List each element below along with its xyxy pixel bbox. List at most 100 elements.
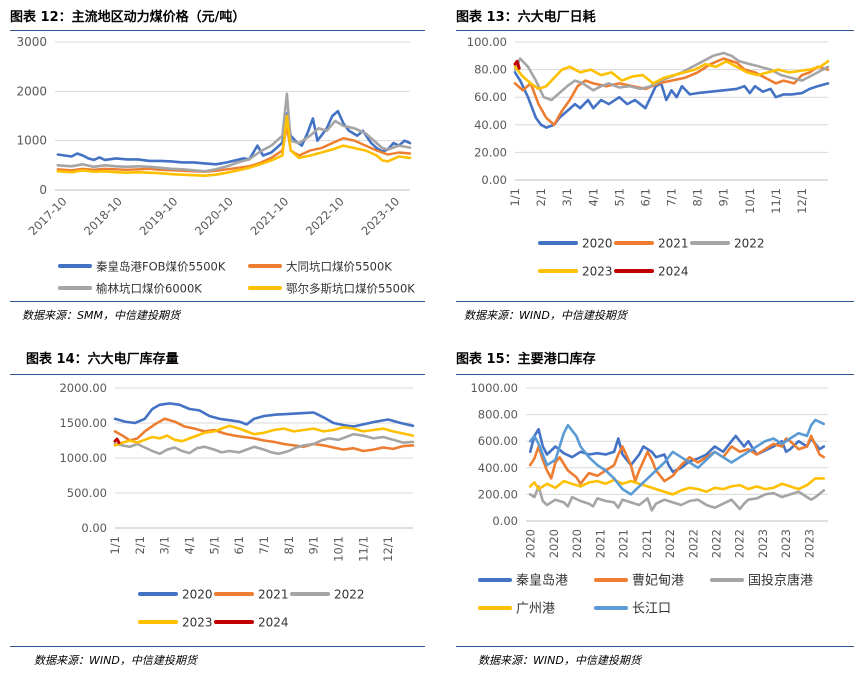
x-tick-label: 6/1 xyxy=(232,536,246,555)
legend-label: 广州港 xyxy=(516,602,555,617)
legend-label: 榆林坑口煤价6000K xyxy=(96,282,202,296)
series-line xyxy=(513,59,521,70)
y-tick-label: 0.00 xyxy=(481,173,507,187)
y-tick-label: 2000 xyxy=(16,84,47,98)
legend-label: 2024 xyxy=(658,265,689,279)
legend-label: 2023 xyxy=(182,616,213,630)
y-tick-label: 200.00 xyxy=(478,487,518,501)
y-tick-label: 80.00 xyxy=(474,63,507,77)
x-tick-label: 2022 xyxy=(733,529,747,558)
chart-daily-consumption: 0.00 20.00 40.00 60.00 80.00 100.00 1/1 2/1 3/1 4… xyxy=(467,35,830,279)
chart-title: 图表 12：主流地区动力煤价格（元/吨） xyxy=(10,10,246,25)
y-tick-label: 60.00 xyxy=(474,90,507,104)
legend-label: 大同坑口煤价5500K xyxy=(286,260,392,274)
legend-label: 长江口 xyxy=(632,602,671,617)
source-rule xyxy=(456,646,854,647)
x-tick-label: 2018-10 xyxy=(81,194,125,238)
x-tick-label: 2/1 xyxy=(133,536,147,555)
series-line xyxy=(113,437,121,445)
x-tick-label: 2023-10 xyxy=(358,194,402,238)
series-line xyxy=(513,60,830,91)
y-tick-label: 1000.00 xyxy=(470,381,518,395)
legend-label: 2023 xyxy=(582,265,613,279)
series-line xyxy=(56,124,412,173)
y-tick-label: 2000.00 xyxy=(59,381,107,395)
legend-label: 2024 xyxy=(258,616,289,630)
x-tick-label: 10/1 xyxy=(743,188,757,214)
x-tick-label: 2020 xyxy=(547,529,561,558)
series-line xyxy=(113,432,415,456)
panel-15: 图表 15：主要港口库存 0.00 200.00 400.00 600.00 800.0… xyxy=(430,340,860,675)
y-tick-label: 0.00 xyxy=(492,514,518,528)
y-tick-label: 1500.00 xyxy=(59,416,107,430)
x-tick-label: 1/1 xyxy=(108,536,122,555)
x-tick-label: 3/1 xyxy=(560,188,574,207)
y-tick-label: 0 xyxy=(39,183,47,197)
x-tick-label: 11/1 xyxy=(769,188,783,214)
chart-port-inventory: 0.00 200.00 400.00 600.00 800.00 1000.00 2020 2… xyxy=(470,381,828,617)
title-rule xyxy=(456,30,854,31)
legend-label: 2020 xyxy=(582,237,613,251)
x-tick-label: 2023 xyxy=(779,529,793,558)
legend-label: 曹妃甸港 xyxy=(632,574,684,589)
x-tick-label: 3/1 xyxy=(158,536,172,555)
series-line xyxy=(528,485,826,512)
title-rule xyxy=(10,30,425,31)
y-tick-label: 800.00 xyxy=(478,408,518,422)
x-tick-label: 8/1 xyxy=(282,536,296,555)
y-tick-label: 400.00 xyxy=(478,461,518,475)
series-line xyxy=(528,418,826,496)
series-line xyxy=(56,114,412,177)
panel-13: 图表 13：六大电厂日耗 0.00 20.00 40.00 60.00 80.00 100… xyxy=(430,0,860,330)
x-tick-label: 2021 xyxy=(593,529,607,558)
x-tick-label: 9/1 xyxy=(307,536,321,555)
x-tick-label: 2022 xyxy=(710,529,724,558)
x-tick-label: 2023 xyxy=(802,529,816,558)
chart-coal-price: 0 1000 2000 3000 2017-10 2018-10 2019-10 2020-1… xyxy=(16,35,415,296)
y-tick-label: 600.00 xyxy=(478,434,518,448)
chart-title: 图表 13：六大电厂日耗 xyxy=(456,10,596,25)
x-tick-label: 7/1 xyxy=(665,188,679,207)
x-tick-label: 2021 xyxy=(640,529,654,558)
x-tick-label: 2023 xyxy=(756,529,770,558)
y-tick-label: 1000 xyxy=(16,134,47,148)
x-tick-label: 2020-10 xyxy=(192,194,236,238)
y-tick-label: 40.00 xyxy=(474,118,507,132)
x-tick-label: 12/1 xyxy=(795,188,809,214)
legend-label: 鄂尔多斯坑口煤价5500K xyxy=(286,282,415,296)
y-tick-label: 100.00 xyxy=(467,35,507,49)
x-tick-label: 4/1 xyxy=(586,188,600,207)
legend-label: 2021 xyxy=(658,237,689,251)
source-rule xyxy=(10,646,425,647)
source-note: 数据来源：WIND，中信建投期货 xyxy=(478,654,641,667)
x-tick-label: 6/1 xyxy=(638,188,652,207)
chart-inventory: 0.00 500.00 1000.00 1500.00 2000.00 1/1 2/1 3/1… xyxy=(59,381,415,630)
title-rule xyxy=(456,374,854,375)
x-tick-label: 5/1 xyxy=(612,188,626,207)
x-tick-label: 7/1 xyxy=(257,536,271,555)
series-line xyxy=(528,477,826,496)
title-rule xyxy=(10,374,425,375)
y-tick-label: 20.00 xyxy=(474,145,507,159)
legend-label: 2020 xyxy=(182,588,213,602)
x-tick-label: 2022 xyxy=(686,529,700,558)
series-line xyxy=(528,427,826,474)
legend-label: 2022 xyxy=(734,237,765,251)
x-tick-label: 10/1 xyxy=(332,536,346,562)
series-line xyxy=(113,402,415,428)
x-tick-label: 4/1 xyxy=(183,536,197,555)
x-tick-label: 2022 xyxy=(663,529,677,558)
legend-label: 2021 xyxy=(258,588,289,602)
x-tick-label: 2022-10 xyxy=(303,194,347,238)
x-tick-label: 2020 xyxy=(524,529,538,558)
source-note: 数据来源：WIND，中信建投期货 xyxy=(34,654,197,667)
x-tick-label: 2021 xyxy=(617,529,631,558)
panel-14: 图表 14：六大电厂库存量 0.00 500.00 1000.00 1500.00 20… xyxy=(0,340,430,675)
series-line xyxy=(113,424,415,447)
series-line xyxy=(56,92,412,173)
x-tick-label: 12/1 xyxy=(381,536,395,562)
x-tick-label: 2017-10 xyxy=(26,194,70,238)
y-tick-label: 500.00 xyxy=(67,486,107,500)
legend-label: 秦皇岛港FOB煤价5500K xyxy=(96,260,226,274)
legend-label: 2022 xyxy=(334,588,365,602)
